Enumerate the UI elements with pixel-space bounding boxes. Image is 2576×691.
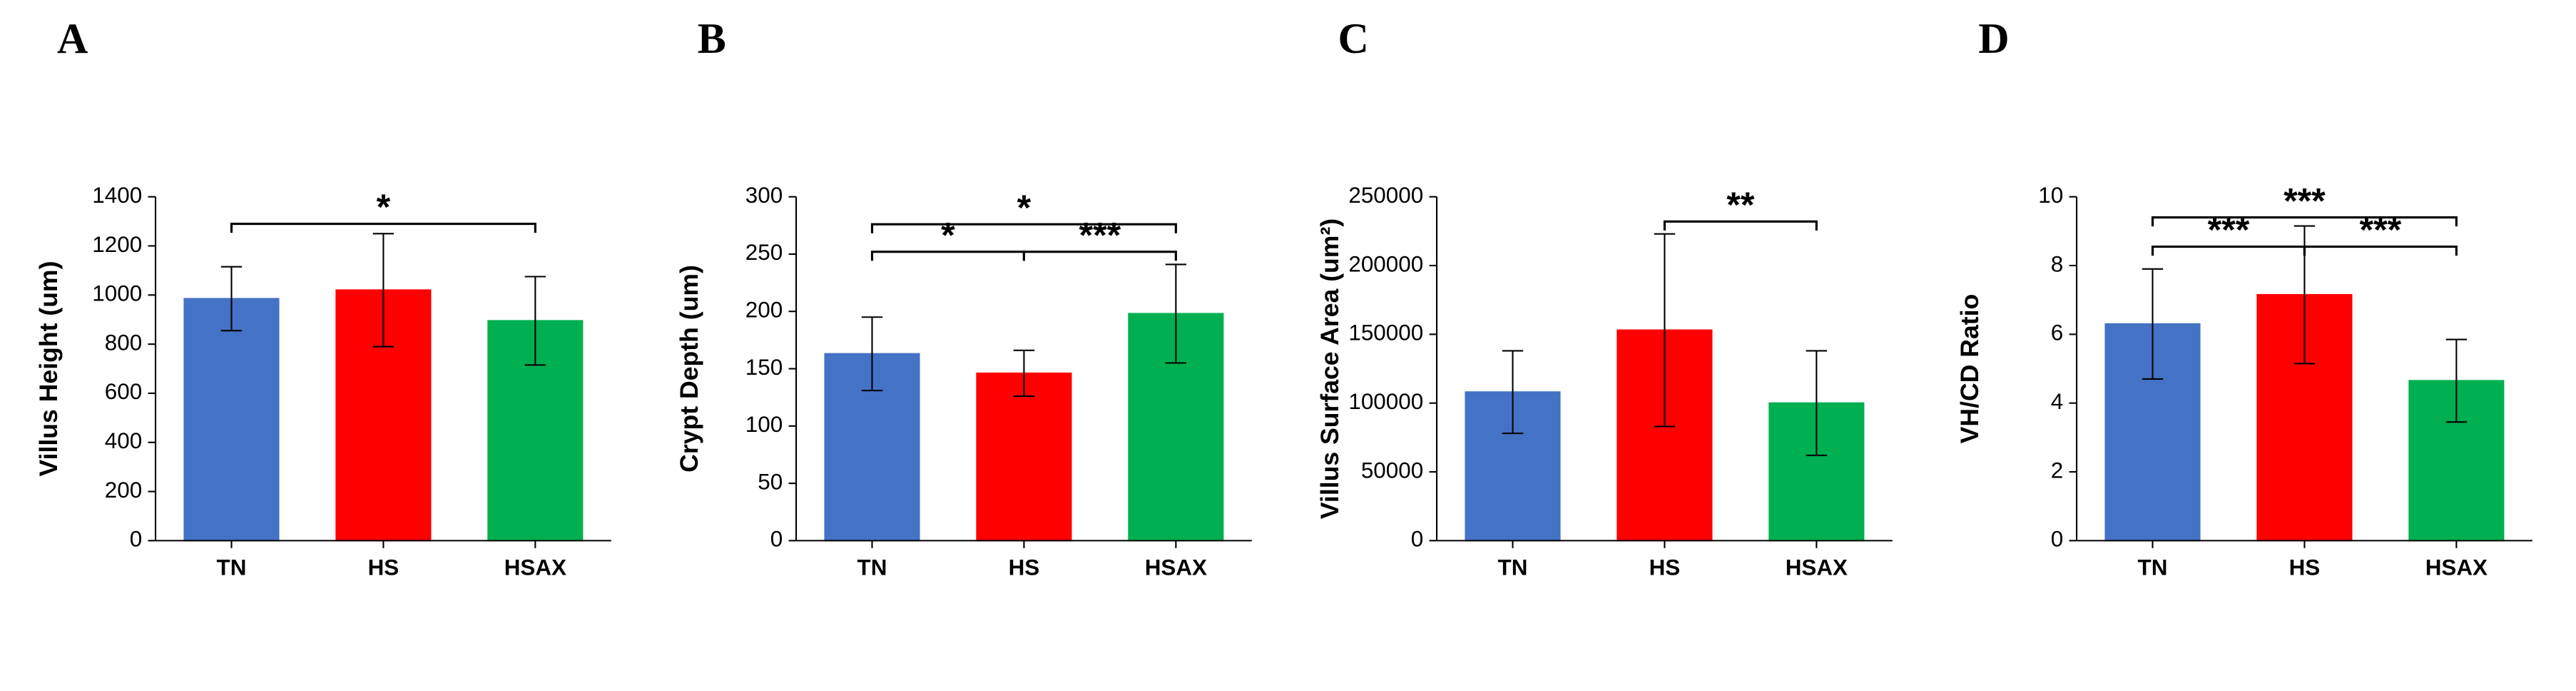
x-tick-label: HS [1649, 555, 1680, 580]
y-tick-label: 200 [745, 298, 783, 323]
y-tick-label: 8 [2051, 251, 2063, 276]
y-tick-label: 100000 [1348, 389, 1423, 414]
x-tick-label: HSAX [2425, 555, 2488, 580]
sig-label: ** [1726, 185, 1755, 225]
sig-label: * [941, 215, 955, 255]
x-tick-label: HSAX [1144, 555, 1206, 580]
panel-letter: A [29, 14, 88, 107]
y-tick-label: 200000 [1348, 251, 1423, 276]
panel-letter: C [1310, 14, 1369, 107]
sig-label: *** [2284, 181, 2326, 221]
x-tick-label: HS [2289, 555, 2321, 580]
y-tick-label: 800 [105, 330, 142, 355]
y-tick-label: 0 [1410, 527, 1422, 552]
y-tick-label: 0 [2051, 527, 2063, 552]
chart-holder: 050100150200250300TNHSHSAX*****Crypt Dep… [669, 107, 1267, 630]
sig-label: *** [2360, 210, 2402, 250]
y-tick-label: 0 [770, 527, 782, 552]
x-tick-label: TN [217, 555, 247, 580]
y-tick-label: 6 [2051, 321, 2063, 346]
x-tick-label: HS [368, 555, 399, 580]
y-tick-label: 0 [130, 527, 142, 552]
y-tick-label: 250000 [1348, 183, 1423, 208]
y-tick-label: 150000 [1348, 321, 1423, 346]
x-tick-label: HS [1008, 555, 1039, 580]
bar-HS [977, 373, 1071, 540]
y-tick-label: 1000 [92, 281, 142, 306]
y-tick-label: 250 [745, 240, 783, 265]
y-tick-label: 50 [758, 469, 783, 494]
figure-row: A0200400600800100012001400TNHSHSAX*Villu… [0, 0, 2576, 691]
bar-TN [184, 298, 278, 540]
panel-letter: B [669, 14, 726, 107]
chart-holder: 0 200 400 600 800 1000 1200 1400 TN HS HSAX * Villus… [29, 107, 626, 630]
panel-B: B050100150200250300TNHSHSAX*****Crypt De… [669, 14, 1267, 630]
y-tick-label: 1400 [92, 183, 142, 208]
y-tick-label: 600 [105, 379, 142, 404]
y-tick-label: 1200 [92, 232, 142, 257]
y-tick-label: 200 [105, 478, 142, 503]
panel-D: D 0 2 4 6 8 10 TN HS HSAX *** *** *** VH/CD Ratio [1950, 14, 2547, 630]
y-tick-label: 300 [745, 183, 783, 208]
x-tick-label: TN [2138, 555, 2168, 580]
y-tick-label: 2 [2051, 458, 2063, 483]
y-tick-label: 400 [105, 428, 142, 453]
panel-C: C 0 50000 100000 150000 200000 250000 TN HS HSAX *… [1310, 14, 1908, 630]
sig-label: *** [2208, 210, 2250, 250]
y-tick-label: 150 [745, 355, 783, 380]
chart-holder: 0 2 4 6 8 10 TN HS HSAX *** *** *** VH/CD Ratio [1950, 107, 2547, 630]
chart-D: 0 2 4 6 8 10 TN HS HSAX *** *** *** VH/CD Ratio [1950, 107, 2547, 630]
y-tick-label: 4 [2051, 389, 2063, 414]
chart-C: 0 50000 100000 150000 200000 250000 TN HS HSAX **… [1310, 107, 1908, 630]
y-axis-label: Villus Surface Area (um²) [1315, 218, 1343, 519]
x-tick-label: HSAX [504, 555, 566, 580]
y-axis-label: VH/CD Ratio [1955, 294, 1984, 444]
y-tick-label: 100 [745, 412, 783, 437]
panel-letter: D [1950, 14, 2009, 107]
chart-A: 0 200 400 600 800 1000 1200 1400 TN HS HSAX * Villus… [29, 107, 626, 630]
y-tick-label: 50000 [1360, 458, 1422, 483]
y-tick-label: 10 [2038, 183, 2063, 208]
y-axis-label: Crypt Depth (um) [675, 265, 703, 473]
sig-label: * [377, 187, 391, 227]
x-tick-label: TN [1497, 555, 1527, 580]
sig-label: * [1017, 188, 1031, 228]
panel-A: A 0 200 400 600 800 1000 1200 1400 TN HS HSAX * Villu… [29, 14, 626, 630]
chart-B: 050100150200250300TNHSHSAX*****Crypt Dep… [669, 107, 1267, 630]
x-tick-label: TN [857, 555, 887, 580]
sig-label: *** [1079, 215, 1121, 255]
x-tick-label: HSAX [1785, 555, 1847, 580]
y-axis-label: Villus Height (um) [34, 261, 63, 477]
chart-holder: 0 50000 100000 150000 200000 250000 TN HS HSAX **… [1310, 107, 1908, 630]
